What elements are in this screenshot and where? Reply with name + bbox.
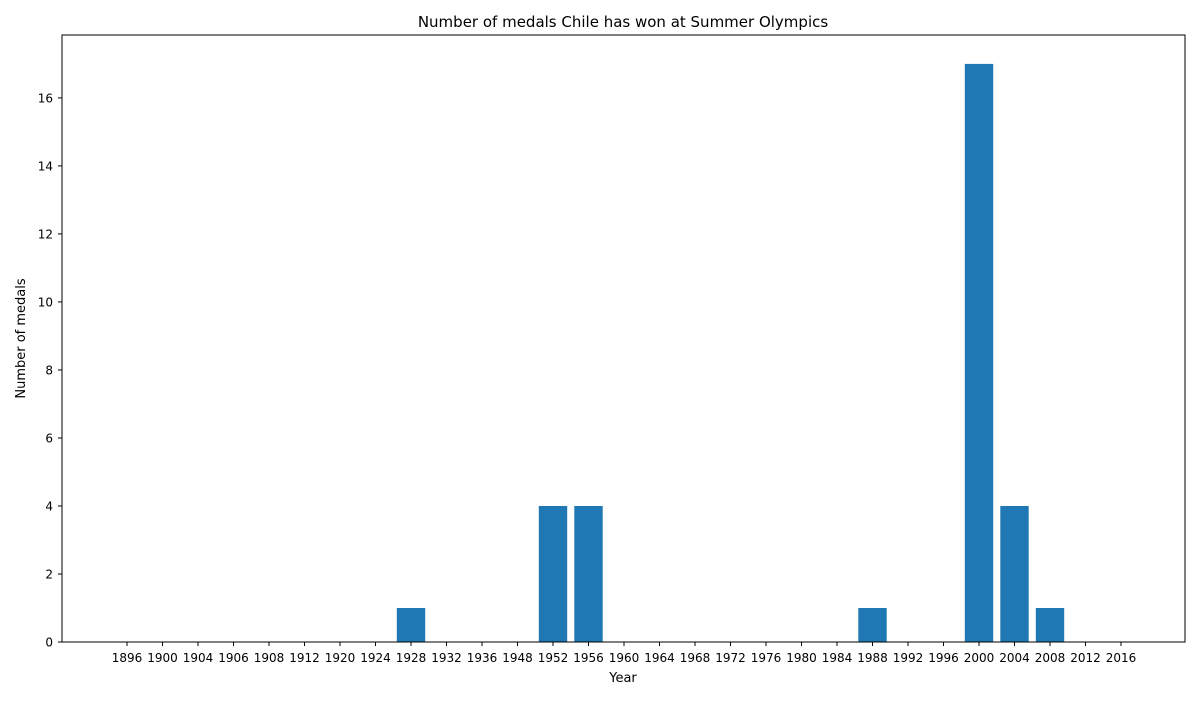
bar-2008 (1035, 607, 1065, 642)
x-tick-label-1908: 1908 (254, 651, 285, 665)
y-axis-label: Number of medals (14, 278, 29, 399)
x-tick-label-1964: 1964 (644, 651, 675, 665)
plot-frame (61, 34, 1186, 643)
y-tick-label-10: 10 (38, 295, 53, 309)
x-axis-label: Year (608, 671, 637, 686)
x-tick-label-1948: 1948 (502, 651, 533, 665)
x-tick-label-1960: 1960 (609, 651, 640, 665)
x-tick-label-1906: 1906 (218, 651, 249, 665)
bar-2004 (1000, 505, 1029, 642)
x-tick-label-1980: 1980 (786, 651, 817, 665)
y-tick-label-12: 12 (38, 227, 53, 241)
x-tick-label-1932: 1932 (431, 651, 462, 665)
y-tick-label-14: 14 (38, 159, 53, 173)
y-tick-label-8: 8 (45, 363, 53, 377)
y-tick-label-2: 2 (45, 567, 53, 581)
bar-1988 (858, 607, 887, 642)
x-axis: 1896 1900 1904 1906 1908 1912 1920 1924 1928 1932… (112, 642, 1137, 665)
x-tick-label-1968: 1968 (680, 651, 711, 665)
x-tick-label-1988: 1988 (857, 651, 888, 665)
x-tick-label-1956: 1956 (573, 651, 604, 665)
x-tick-label-2004: 2004 (999, 651, 1030, 665)
bar-1952 (538, 505, 568, 642)
bar-1956 (574, 505, 603, 642)
x-tick-label-1912: 1912 (289, 651, 320, 665)
y-tick-label-16: 16 (38, 91, 53, 105)
x-tick-label-1984: 1984 (822, 651, 853, 665)
x-tick-label-1924: 1924 (360, 651, 391, 665)
y-axis: 0 2 4 6 8 10 12 14 16 (38, 91, 62, 650)
y-tick-label-0: 0 (45, 636, 53, 650)
x-tick-label-1996: 1996 (928, 651, 959, 665)
chart-title: Number of medals Chile has won at Summer… (418, 13, 829, 31)
x-tick-label-2016: 2016 (1106, 651, 1137, 665)
bars-layer (396, 63, 1065, 642)
x-tick-label-2008: 2008 (1035, 651, 1066, 665)
x-tick-label-1928: 1928 (396, 651, 427, 665)
bar-2000 (964, 63, 994, 642)
y-tick-label-4: 4 (45, 499, 53, 513)
x-tick-label-1904: 1904 (183, 651, 214, 665)
x-tick-label-1976: 1976 (751, 651, 782, 665)
x-tick-label-1896: 1896 (112, 651, 143, 665)
y-tick-label-6: 6 (45, 431, 53, 445)
x-tick-label-1936: 1936 (467, 651, 498, 665)
x-tick-label-1972: 1972 (715, 651, 746, 665)
x-tick-label-2000: 2000 (964, 651, 995, 665)
bar-1928 (396, 607, 426, 642)
x-tick-label-1900: 1900 (147, 651, 178, 665)
x-tick-label-1992: 1992 (893, 651, 924, 665)
x-tick-label-1952: 1952 (538, 651, 569, 665)
x-tick-label-2012: 2012 (1070, 651, 1101, 665)
x-tick-label-1920: 1920 (325, 651, 356, 665)
